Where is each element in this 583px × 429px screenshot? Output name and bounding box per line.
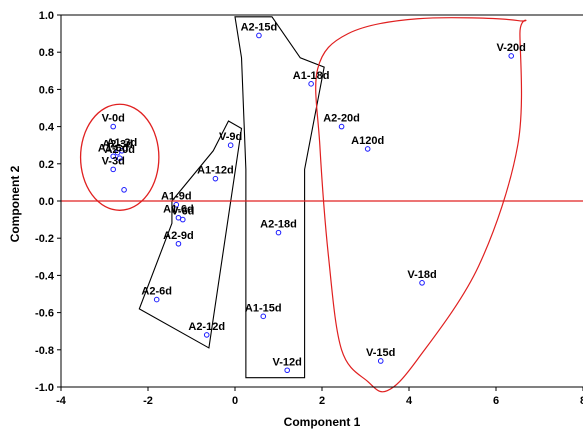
point-label: A2-9d [163,230,194,242]
data-point [284,367,291,374]
group-outlines [79,16,527,393]
y-tick-label: -1.0 [35,382,54,394]
data-point [175,240,182,247]
point-label: A1-3d [107,137,138,149]
group-outline-1 [79,103,160,211]
group-outline-4 [315,17,527,393]
point-label: A2-20d [323,113,360,125]
group-outline-3 [234,16,325,379]
point-label: A120d [351,135,384,147]
y-tick-label: 0.0 [39,196,54,208]
data-point [153,296,160,303]
data-point [180,216,186,223]
y-axis-label: Component 2 [8,165,22,242]
data-point [256,32,262,39]
data-point [121,187,127,193]
y-tick-label: -0.8 [35,345,54,357]
point-label: A1-9d [161,191,192,203]
x-tick-label: 6 [493,395,499,407]
point-label: V-12d [273,356,302,368]
y-axis-ticks: 1.0 0.8 0.6 0.4 0.2 0.0 -0.2 -0.4 -0.6 -0.8 -1.0 [35,10,61,394]
point-labels: V-0dA1-3dA2-3dA1-6dA2-0dV-3dV-9dA1-12dA1… [98,21,526,368]
data-point [508,53,515,59]
point-label: A2-3d [102,139,133,151]
data-point [110,153,116,160]
data-point [116,155,123,162]
data-point [203,332,210,338]
x-tick-label: 0 [232,395,238,407]
y-tick-label: -0.6 [35,308,54,320]
point-label: A2-12d [188,321,225,333]
point-label: A1-6d [98,142,129,154]
point-label: V-9d [219,131,242,143]
point-label: A1-12d [197,165,234,177]
y-tick-label: 0.4 [39,122,55,134]
point-label: A1-6d [163,204,194,216]
x-tick-label: 4 [406,395,413,407]
y-tick-label: -0.4 [35,270,55,282]
point-label: V-20d [497,42,526,54]
point-label: V-6d [171,206,194,218]
data-point [419,280,425,286]
y-tick-label: 0.6 [39,84,54,96]
group-outline-2 [138,120,243,349]
x-axis-label: Component 1 [284,415,361,429]
y-tick-label: 0.2 [39,159,54,171]
data-point [110,166,116,173]
data-point [110,123,116,130]
point-label: A1-15d [245,302,282,314]
data-point [212,175,219,182]
data-point [114,149,121,156]
data-point [308,81,314,87]
point-label: V-15d [366,347,395,359]
y-tick-label: 0.8 [39,47,54,59]
y-tick-label: 1.0 [39,10,54,22]
point-label: A2-15d [241,21,278,33]
data-point [227,142,234,148]
y-tick-label: -0.2 [35,233,54,245]
x-tick-label: 8 [580,395,583,407]
x-axis-ticks: -4 -2 0 2 4 6 8 [56,387,583,407]
x-tick-label: 2 [319,395,325,407]
point-label: A2-18d [260,219,297,231]
point-label: V-3d [102,155,125,167]
data-point [275,229,282,236]
data-point [364,146,371,152]
point-label: V-0d [102,113,125,125]
data-point [260,313,267,320]
x-tick-label: -2 [143,395,153,407]
point-label: A2-6d [141,286,172,298]
data-points [110,32,515,374]
data-point [377,358,384,364]
point-label: A2-0d [104,144,135,156]
point-label: A1-18d [293,70,330,82]
x-tick-label: -4 [56,395,67,407]
data-point [338,123,345,130]
point-label: V-18d [407,269,436,281]
data-point [173,201,180,208]
